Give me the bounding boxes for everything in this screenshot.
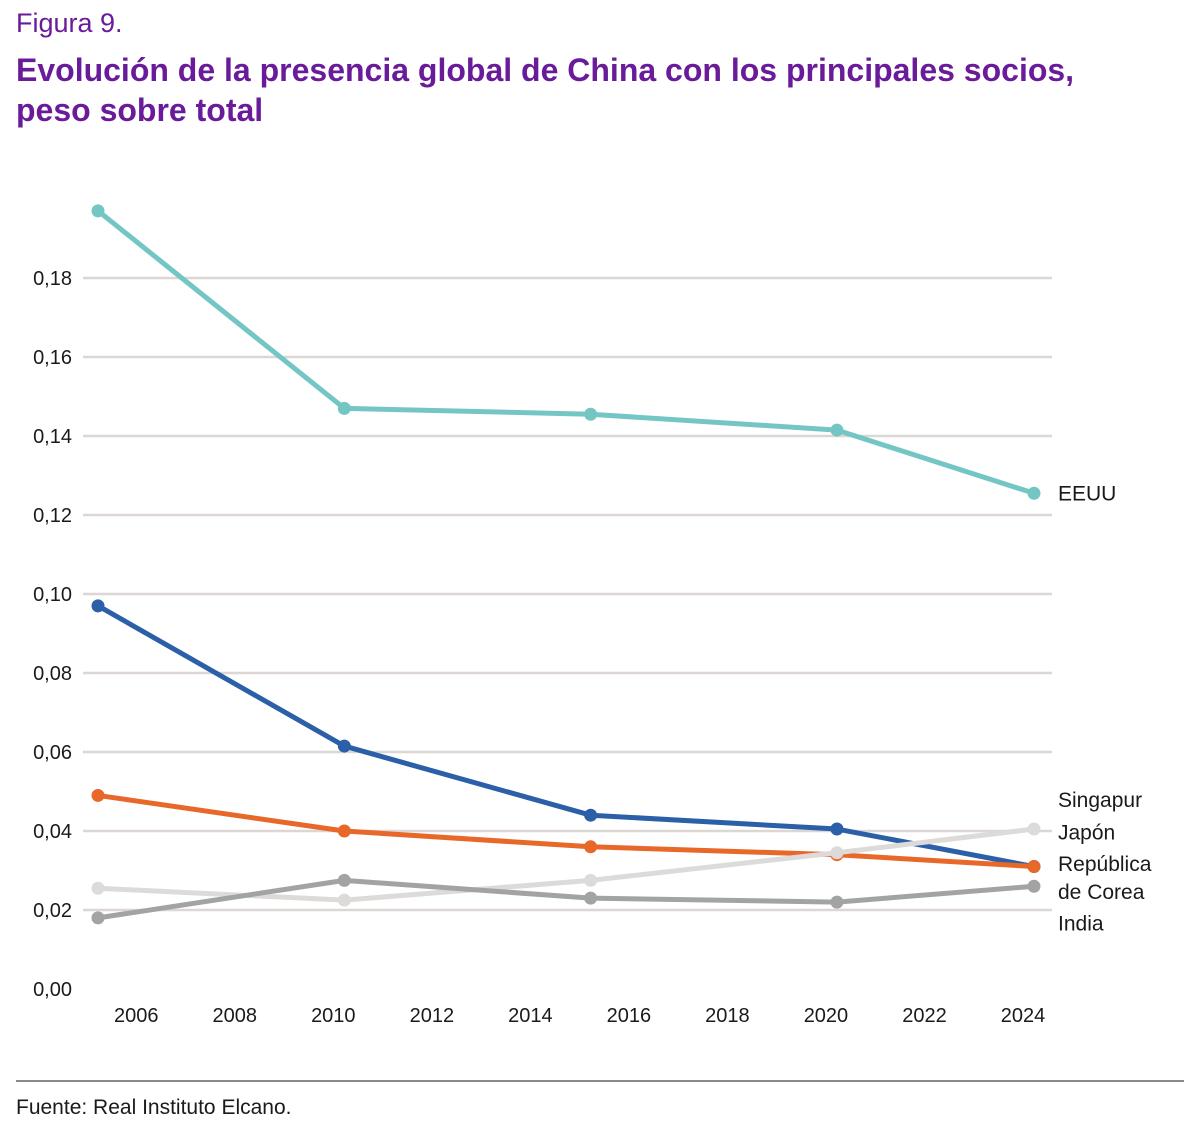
- data-point: [337, 893, 351, 907]
- data-point: [584, 808, 598, 822]
- x-tick-label: 2018: [705, 1005, 750, 1027]
- series-line: [95, 603, 1037, 870]
- data-point: [584, 873, 598, 887]
- figure-label: Figura 9.: [16, 8, 123, 38]
- y-tick-label: 0,02: [33, 900, 72, 922]
- y-tick-label: 0,12: [33, 505, 72, 527]
- y-tick-label: 0,16: [33, 347, 72, 369]
- x-tick-label: 2016: [607, 1005, 652, 1027]
- data-point: [1027, 860, 1041, 874]
- y-tick-label: 0,00: [33, 979, 72, 1001]
- x-tick-label: 2014: [508, 1005, 553, 1027]
- y-tick-label: 0,06: [33, 742, 72, 764]
- data-point: [91, 881, 105, 895]
- y-axis-ticks: 0,00 0,02 0,04 0,06 0,08 0,10 0,12 0,14 0,16 0,18: [33, 268, 72, 1001]
- data-point: [830, 846, 844, 860]
- data-point: [830, 822, 844, 836]
- data-point: [337, 873, 351, 887]
- data-point: [337, 401, 351, 415]
- x-tick-label: 2012: [410, 1005, 455, 1027]
- data-point: [584, 891, 598, 905]
- data-point: [1027, 879, 1041, 893]
- data-point: [830, 895, 844, 909]
- data-point: [91, 204, 105, 218]
- source-note: Fuente: Real Instituto Elcano.: [16, 1096, 292, 1119]
- chart-title-line-1: Evolución de la presencia global de Chin…: [16, 52, 1075, 88]
- series-lines: [91, 204, 1041, 925]
- chart-title-line-2: peso sobre total: [16, 92, 264, 128]
- series-line: [95, 877, 1037, 921]
- data-point: [1027, 822, 1041, 836]
- data-point: [91, 788, 105, 802]
- y-tick-label: 0,18: [33, 268, 72, 290]
- series-line: [95, 208, 1037, 496]
- series-end-label: Japón: [1058, 822, 1115, 845]
- data-point: [830, 423, 844, 437]
- chart-title: Evolución de la presencia global de Chin…: [16, 50, 1186, 130]
- x-tick-label: 2010: [311, 1005, 356, 1027]
- x-axis-ticks: 2006 2008 2010 2012 2014 2016 2018 2020 2022 2024: [114, 1005, 1045, 1027]
- y-tick-label: 0,10: [33, 584, 72, 606]
- x-tick-label: 2022: [902, 1005, 947, 1027]
- series-end-label: EEUU: [1058, 482, 1116, 505]
- data-point: [584, 407, 598, 421]
- series-end-labels: EEUU Singapur Japón República de Corea India: [1058, 482, 1152, 935]
- y-tick-label: 0,04: [33, 821, 72, 843]
- gridlines: [83, 276, 1052, 912]
- data-point: [91, 911, 105, 925]
- data-point: [1027, 486, 1041, 500]
- x-tick-label: 2008: [213, 1005, 258, 1027]
- data-point: [584, 840, 598, 854]
- x-tick-label: 2020: [804, 1005, 849, 1027]
- series-end-label: República: [1058, 853, 1152, 876]
- data-point: [337, 739, 351, 753]
- series-end-label: Singapur: [1058, 789, 1142, 812]
- data-point: [337, 824, 351, 838]
- data-point: [91, 599, 105, 613]
- y-tick-label: 0,08: [33, 663, 72, 685]
- x-tick-label: 2006: [114, 1005, 159, 1027]
- series-end-label: de Corea: [1058, 881, 1145, 904]
- footer-divider: [16, 1080, 1184, 1082]
- x-tick-label: 2024: [1001, 1005, 1046, 1027]
- series-end-label: India: [1058, 912, 1104, 935]
- y-tick-label: 0,14: [33, 426, 72, 448]
